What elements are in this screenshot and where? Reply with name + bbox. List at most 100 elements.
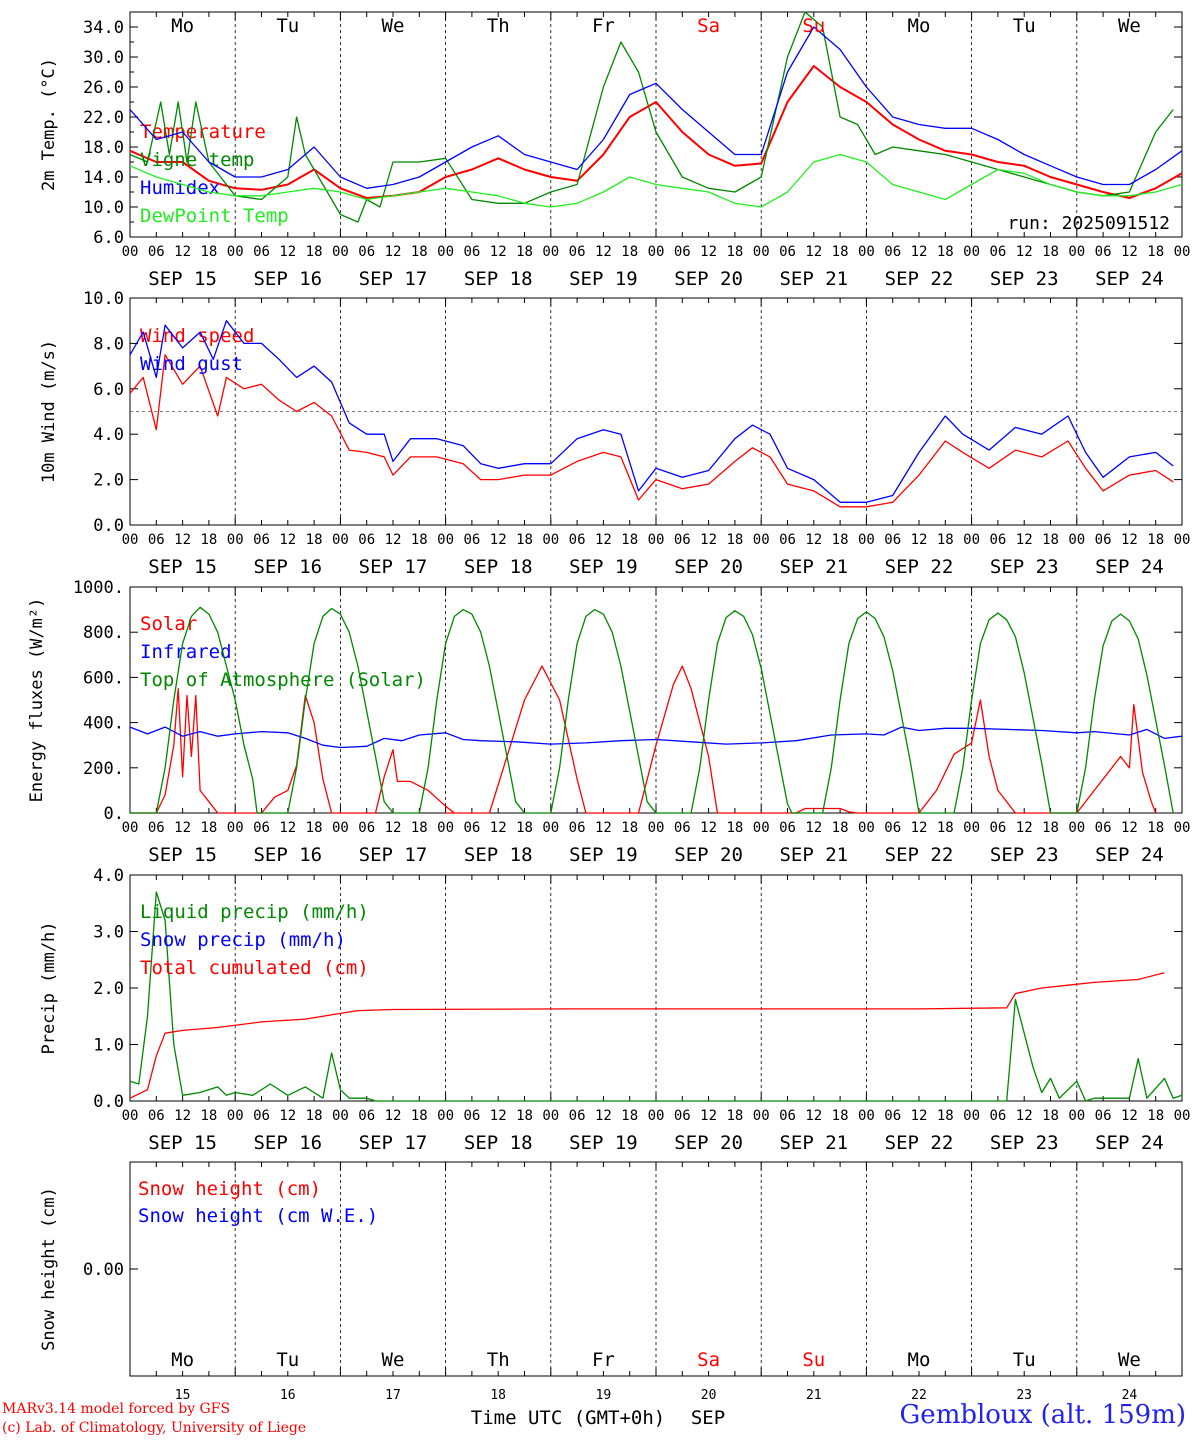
panel-3-hour-label: 00 (542, 820, 559, 836)
panel-2-hour-label: 06 (253, 532, 270, 548)
panel-1-y-tick-label: 18.0 (83, 138, 124, 158)
panel-1-hour-label: 06 (148, 244, 165, 260)
panel-4-hour-label: 18 (516, 1108, 533, 1124)
panel-3-y-tick-label: 0. (104, 804, 124, 824)
day-number-label: 21 (806, 1388, 822, 1403)
panel-4-hour-label: 00 (1068, 1108, 1085, 1124)
panel-2-hour-label: 12 (490, 532, 507, 548)
panel-4-y-tick-label: 0.0 (93, 1092, 124, 1112)
panel-1-hour-label: 00 (542, 244, 559, 260)
panel-2-hour-label: 06 (779, 532, 796, 548)
panel-2-date-label: SEP 21 (779, 556, 848, 578)
panel-4-hour-label: 06 (148, 1108, 165, 1124)
panel-3-date-label: SEP 16 (253, 844, 322, 866)
panel-5-y-tick-label: 0.00 (83, 1260, 124, 1280)
bottom-weekday-label: Tu (276, 1349, 299, 1371)
weekday-label: We (382, 15, 405, 37)
panel-1-legend-2: Vigne temp (140, 149, 254, 171)
panel-4-hour-label: 00 (753, 1108, 770, 1124)
panel-1-hour-label: 18 (411, 244, 428, 260)
panel-3-hour-label: 18 (411, 820, 428, 836)
panel-3-y-tick-label: 600. (83, 668, 124, 688)
panel-3-hour-label: 18 (1042, 820, 1059, 836)
panel-3-date-label: SEP 23 (990, 844, 1059, 866)
panel-2-hour-label: 12 (805, 532, 822, 548)
panel-1-hour-label: 06 (989, 244, 1006, 260)
day-number-label: 20 (701, 1388, 717, 1403)
panel-3-hour-label: 18 (306, 820, 323, 836)
bottom-weekday-label: Su (802, 1349, 825, 1371)
panel-1-hour-label: 18 (937, 244, 954, 260)
day-number-label: 19 (596, 1388, 612, 1403)
weekday-label: Sa (697, 15, 720, 37)
panel-4-date-label: SEP 15 (148, 1132, 217, 1154)
panel-1-y-tick-label: 34.0 (83, 18, 124, 38)
panel-1-y-tick-label: 26.0 (83, 78, 124, 98)
panel-2-y-tick-label: 4.0 (93, 425, 124, 445)
panel-1-hour-label: 18 (726, 244, 743, 260)
panel-2-date-label: SEP 19 (569, 556, 638, 578)
weekday-label: Fr (592, 15, 615, 37)
panel-5-legend-1: Snow height (cm) (138, 1178, 321, 1200)
month-label: SEP (691, 1407, 725, 1429)
panel-1-hour-label: 06 (358, 244, 375, 260)
panel-2-hour-label: 00 (437, 532, 454, 548)
panel-4-hour-label: 18 (306, 1108, 323, 1124)
panel-1-hour-label: 00 (332, 244, 349, 260)
panel-1-hour-label: 06 (569, 244, 586, 260)
panel-2-hour-label: 18 (200, 532, 217, 548)
panel-3-hour-label: 12 (1016, 820, 1033, 836)
panel-3-hour-label: 12 (490, 820, 507, 836)
day-number-label: 18 (490, 1388, 506, 1403)
panel-3-date-label: SEP 20 (674, 844, 743, 866)
panel-2-hour-label: 00 (753, 532, 770, 548)
panel-2-hour-label: 06 (674, 532, 691, 548)
panel-4-hour-label: 12 (1016, 1108, 1033, 1124)
panel-4-hour-label: 12 (595, 1108, 612, 1124)
panel-1-hour-label: 06 (884, 244, 901, 260)
panel-3-hour-label: 06 (674, 820, 691, 836)
panel-1-frame (129, 11, 1183, 238)
panel-3-legend-1: Solar (140, 613, 197, 635)
panel-2-y-tick-label: 10.0 (83, 289, 124, 309)
panel-1-legend-3: Humidex (140, 177, 220, 199)
day-number-label: 15 (175, 1388, 191, 1403)
panel-1-hour-label: 12 (279, 244, 296, 260)
panel-2-y-tick-label: 0.0 (93, 516, 124, 536)
panel-1-date-label: SEP 23 (990, 268, 1059, 290)
panel-3-hour-label: 06 (148, 820, 165, 836)
panel-3-date-label: SEP 17 (359, 844, 428, 866)
panel-1-date-label: SEP 20 (674, 268, 743, 290)
panel-2-hour-label: 12 (385, 532, 402, 548)
panel-2-hour-label: 12 (174, 532, 191, 548)
panel-4-hour-label: 00 (963, 1108, 980, 1124)
panel-3-hour-label: 12 (174, 820, 191, 836)
panel-2-y-tick-label: 6.0 (93, 380, 124, 400)
panel-1-date-label: SEP 16 (253, 268, 322, 290)
panel-2-y-tick-label: 2.0 (93, 471, 124, 491)
panel-4-date-label: SEP 22 (885, 1132, 954, 1154)
panel-2-hour-label-end: 00 (1174, 532, 1191, 548)
panel-4-hour-label: 18 (937, 1108, 954, 1124)
panel-4-hour-label: 06 (779, 1108, 796, 1124)
panel-4-hour-label: 18 (1147, 1108, 1164, 1124)
panel-1-hour-label: 12 (911, 244, 928, 260)
panel-3-hour-label: 00 (753, 820, 770, 836)
panel-3-series-infrared (129, 726, 1183, 749)
panel-2-date-label: SEP 22 (885, 556, 954, 578)
panel-2-date-label: SEP 17 (359, 556, 428, 578)
panel-1-date-label: SEP 17 (359, 268, 428, 290)
panel-4-hour-label: 18 (726, 1108, 743, 1124)
panel-4-date-label: SEP 17 (359, 1132, 428, 1154)
panel-4-date-label: SEP 20 (674, 1132, 743, 1154)
panel-1-series-humidex (129, 26, 1183, 189)
panel-1-date-label: SEP 21 (779, 268, 848, 290)
panel-4-hour-label: 06 (674, 1108, 691, 1124)
panel-1-hour-label: 00 (122, 244, 139, 260)
panel-3-y-tick-label: 1000. (73, 578, 124, 598)
panel-4-y-tick-label: 2.0 (93, 979, 124, 999)
bottom-weekday-label: Mo (908, 1349, 931, 1371)
panel-2-hour-label: 06 (989, 532, 1006, 548)
panel-1-hour-label: 12 (385, 244, 402, 260)
panel-2-hour-label: 12 (1121, 532, 1138, 548)
